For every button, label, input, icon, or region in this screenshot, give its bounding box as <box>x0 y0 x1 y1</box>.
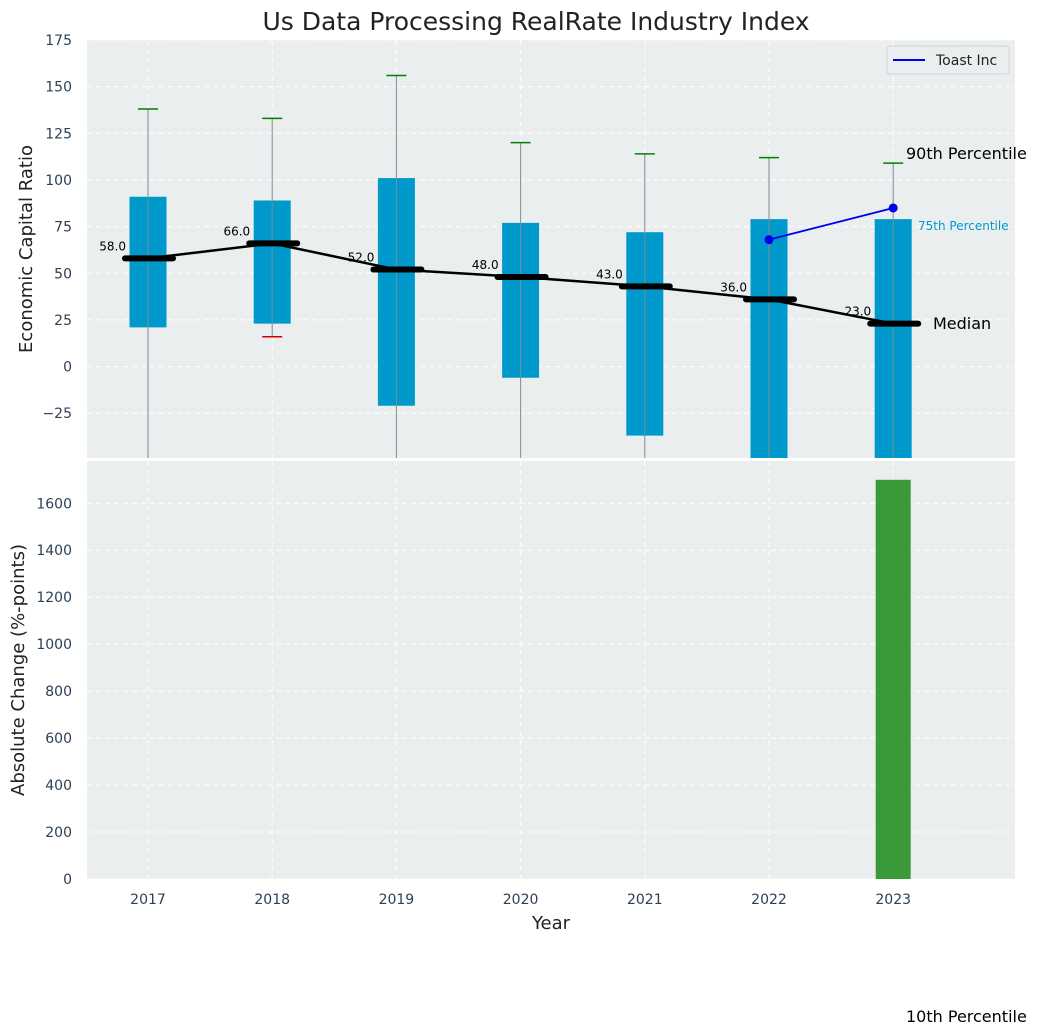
bottom-y-tick-labels: 0 200 400 600 800 1000 1200 1400 1600 <box>36 496 72 888</box>
x-axis-label: Year <box>531 913 571 934</box>
legend: Toast Inc <box>886 45 1010 75</box>
annotation-10th-percentile: 10th Percentile <box>906 1007 1027 1026</box>
x-tick-label: 2019 <box>379 892 415 908</box>
annotation-median: Median <box>933 314 991 333</box>
median-label-2017: 58.0 <box>99 239 126 253</box>
annotation-75th-percentile: 75th Percentile <box>918 219 1009 233</box>
top-y-tick-label: 125 <box>45 126 72 142</box>
median-label-2020: 48.0 <box>472 258 499 272</box>
bottom-y-tick-label: 800 <box>45 684 72 700</box>
top-y-tick-label: 150 <box>45 80 72 96</box>
bottom-y-axis-label: Absolute Change (%-points) <box>8 544 29 796</box>
top-y-tick-label: 75 <box>54 220 72 236</box>
x-tick-label: 2017 <box>130 892 166 908</box>
bottom-y-tick-label: 400 <box>45 778 72 794</box>
change-bars <box>875 479 911 879</box>
x-tick-label: 2021 <box>627 892 663 908</box>
bottom-y-tick-label: 1600 <box>36 496 72 512</box>
median-label-2022: 36.0 <box>720 280 747 294</box>
median-label-2018: 66.0 <box>223 224 250 238</box>
top-y-tick-label: 100 <box>45 173 72 189</box>
top-plot-background <box>87 40 1015 458</box>
top-y-tick-label: 0 <box>63 360 72 376</box>
chart-title: Us Data Processing RealRate Industry Ind… <box>262 7 809 36</box>
x-tick-label: 2020 <box>503 892 539 908</box>
top-y-tick-labels: −25 0 25 50 75 100 125 150 175 <box>42 33 72 422</box>
bottom-gridlines <box>87 461 1015 880</box>
bottom-y-tick-label: 600 <box>45 731 72 747</box>
legend-label-toast-inc: Toast Inc <box>935 53 997 69</box>
top-y-tick-label: 25 <box>54 313 72 329</box>
bottom-y-tick-label: 1400 <box>36 543 72 559</box>
legend-frame <box>886 45 1010 75</box>
top-y-tick-label: 175 <box>45 33 72 49</box>
top-y-tick-label: 50 <box>54 266 72 282</box>
bottom-y-tick-label: 1000 <box>36 637 72 653</box>
bottom-y-tick-label: 200 <box>45 825 72 841</box>
bottom-plot-background <box>87 461 1015 879</box>
bottom-y-tick-label: 0 <box>63 872 72 888</box>
top-y-axis-label: Economic Capital Ratio <box>16 145 37 353</box>
toast-inc-series <box>764 203 898 245</box>
median-label-2023: 23.0 <box>844 305 871 319</box>
toast-inc-line <box>768 207 894 241</box>
median-label-2019: 52.0 <box>348 251 375 265</box>
x-tick-label: 2023 <box>875 892 911 908</box>
box-series <box>129 74 912 458</box>
x-tick-labels: 2017 2018 2019 2020 2021 2022 2023 <box>130 892 911 908</box>
annotation-90th-percentile: 90th Percentile <box>906 144 1027 163</box>
bottom-y-tick-label: 1200 <box>36 590 72 606</box>
median-series: 58.0 66.0 52.0 48.0 43.0 36.0 23.0 <box>99 224 922 327</box>
x-tick-label: 2018 <box>254 892 290 908</box>
top-y-tick-label: −25 <box>42 406 72 422</box>
toast-inc-point-2023 <box>888 203 898 213</box>
change-bar-2023 <box>875 479 911 879</box>
x-tick-label: 2022 <box>751 892 787 908</box>
toast-inc-point-2022 <box>764 235 774 245</box>
median-label-2021: 43.0 <box>596 267 623 281</box>
